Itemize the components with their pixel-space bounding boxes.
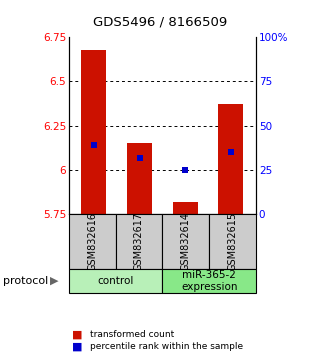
Text: GSM832615: GSM832615: [228, 212, 237, 271]
Bar: [162, 214, 209, 269]
Text: GSM832616: GSM832616: [87, 212, 97, 271]
Text: control: control: [97, 276, 134, 286]
Text: GSM832614: GSM832614: [181, 212, 191, 271]
Text: ▶: ▶: [50, 276, 59, 286]
Bar: [69, 269, 162, 293]
Bar: [69, 214, 116, 269]
Bar: [173, 202, 198, 214]
Text: GSM832617: GSM832617: [134, 212, 144, 271]
Bar: [218, 104, 244, 214]
Text: ■: ■: [72, 330, 83, 339]
Bar: [162, 269, 256, 293]
Bar: [127, 143, 152, 214]
Text: protocol: protocol: [3, 276, 48, 286]
Text: GDS5496 / 8166509: GDS5496 / 8166509: [93, 16, 227, 29]
Text: transformed count: transformed count: [90, 330, 174, 339]
Bar: [116, 214, 162, 269]
Bar: [209, 214, 256, 269]
Text: percentile rank within the sample: percentile rank within the sample: [90, 342, 243, 351]
Text: miR-365-2
expression: miR-365-2 expression: [181, 270, 237, 292]
Bar: [81, 50, 107, 214]
Text: ■: ■: [72, 341, 83, 351]
